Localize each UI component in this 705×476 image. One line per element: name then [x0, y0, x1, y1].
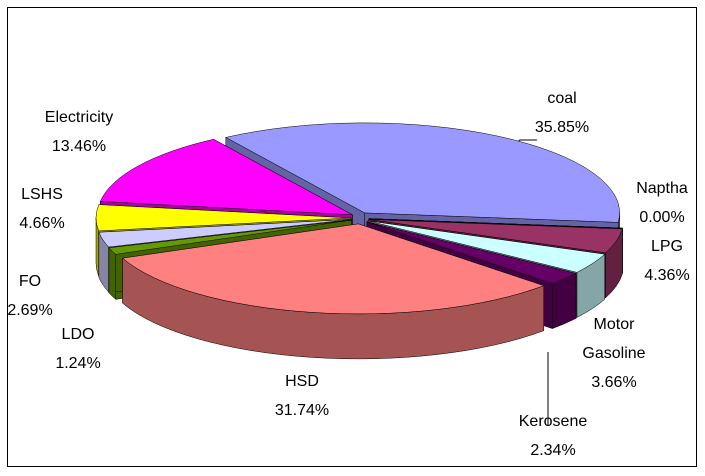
slice-value: 31.74% — [274, 402, 330, 419]
slice-outer-wall-shade — [96, 217, 99, 276]
slice-name: Electricity — [44, 109, 114, 126]
slice-outer-wall-shade — [605, 228, 623, 298]
pie-slice — [108, 219, 352, 255]
slice-outer-wall-shade — [552, 273, 577, 329]
slice-value: 3.66% — [591, 374, 637, 391]
slice-name: LSHS — [21, 186, 63, 203]
slice-label: LSHS 4.66% — [2, 180, 82, 238]
slice-name: LPG — [650, 238, 683, 255]
slice-value: 2.69% — [7, 302, 53, 319]
slice-name: FO — [18, 273, 42, 290]
slice-label: LDO 1.24% — [38, 320, 118, 378]
slice-value: 35.85% — [534, 119, 590, 136]
slice-label: FO 2.69% — [0, 267, 70, 325]
slice-value: 4.66% — [19, 215, 65, 232]
slice-label: Naptha 0.00% — [622, 174, 702, 232]
slice-outer-wall-shade — [98, 232, 109, 293]
slice-name: Motor Gasoline — [582, 316, 646, 362]
slice-outer-wall-shade — [108, 247, 116, 300]
slice-value: 2.34% — [530, 442, 576, 459]
slice-outer-wall-shade — [576, 254, 605, 318]
slice-label: HSD 31.74% — [252, 367, 352, 425]
slice-name: Kerosene — [518, 413, 588, 430]
slice-label: LPG 4.36% — [627, 232, 705, 290]
slice-value: 4.36% — [644, 267, 690, 284]
pie-slice — [368, 219, 623, 254]
pie-slice — [98, 219, 352, 248]
pie-slice — [225, 122, 620, 223]
pie-slice — [95, 204, 352, 232]
pie-slice — [121, 223, 545, 315]
pie-slice — [99, 139, 353, 216]
pie-slice — [367, 220, 606, 273]
slice-value: 1.24% — [55, 355, 101, 372]
slice-name: HSD — [285, 373, 319, 390]
slice-name: LDO — [61, 326, 95, 343]
slice-name: Naptha — [636, 180, 688, 197]
slice-name: coal — [547, 90, 577, 107]
slice-value: 13.46% — [51, 138, 107, 155]
slice-value: 0.00% — [639, 209, 685, 226]
slice-label: coal 35.85% — [502, 84, 622, 142]
slice-outer-wall-shade — [122, 258, 544, 359]
slice-label: Electricity 13.46% — [19, 103, 139, 161]
slice-label: Kerosene 2.34% — [503, 407, 603, 465]
slice-label: Motor Gasoline 3.66% — [569, 310, 659, 397]
pie-slice — [366, 221, 577, 284]
